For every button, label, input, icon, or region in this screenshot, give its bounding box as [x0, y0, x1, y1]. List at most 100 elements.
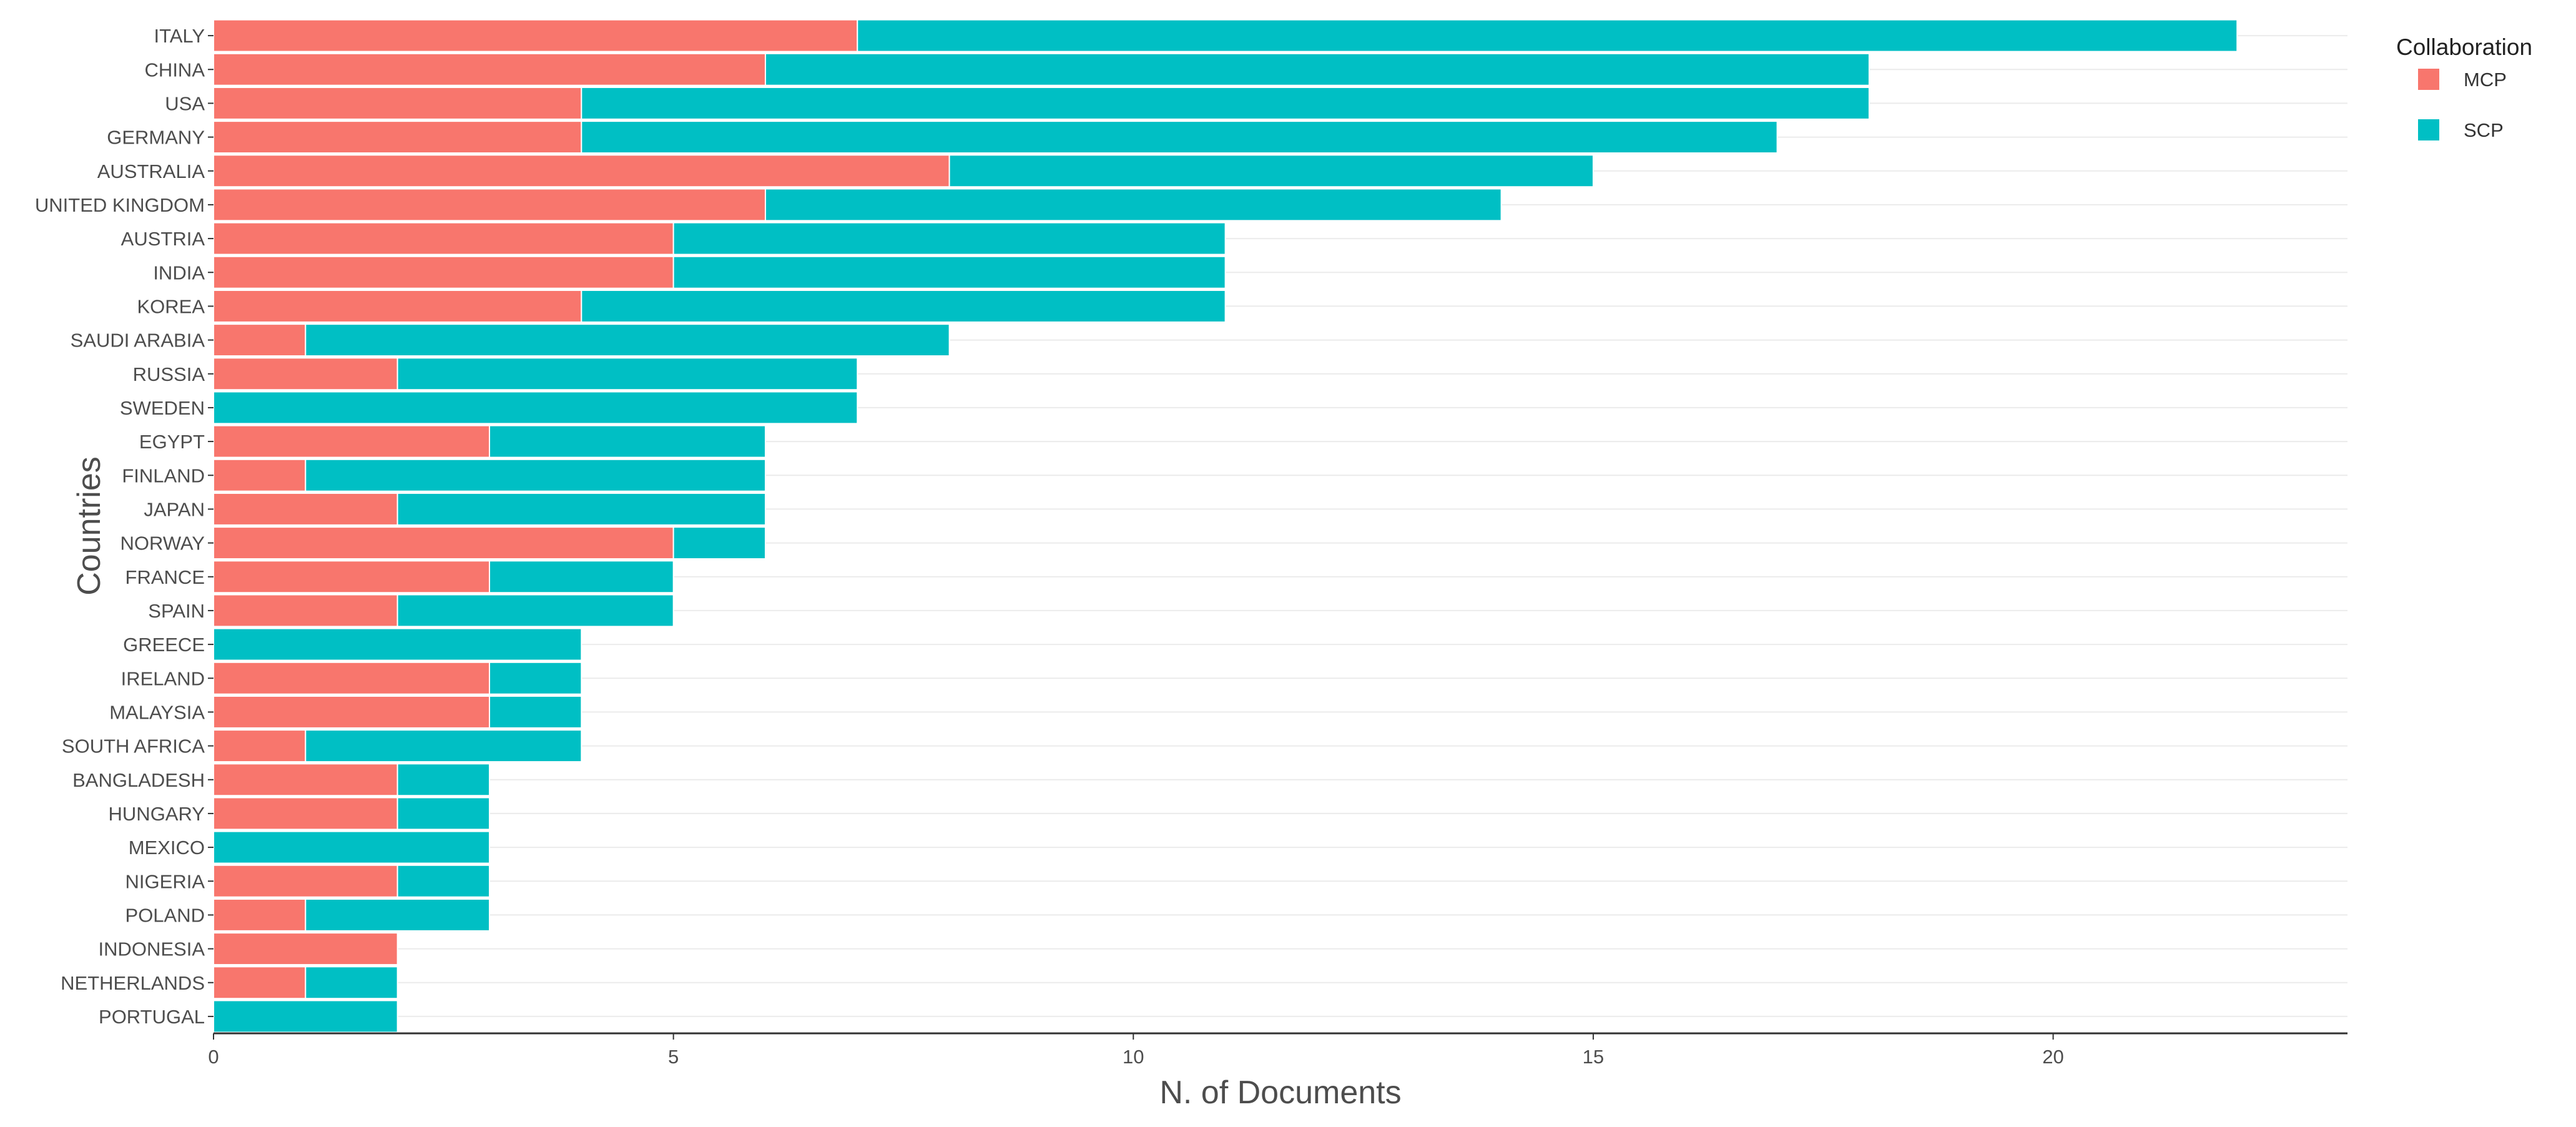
bar-finland-scp [305, 458, 766, 492]
x-tick-label-15: 15 [1583, 1046, 1604, 1068]
legend-label-mcp: MCP [2464, 69, 2507, 91]
bar-egypt-mcp [213, 425, 490, 458]
bar-saudi-arabia-scp [305, 323, 950, 357]
bar-italy-mcp [213, 19, 858, 52]
bar-spain-mcp [213, 594, 398, 627]
y-tick-label-korea: KOREA [137, 295, 205, 317]
y-tick-label-indonesia: INDONESIA [98, 938, 205, 960]
y-tick-label-china: CHINA [145, 59, 205, 81]
axes: ITALY CHINA USA GERMANY AUSTRALIA UNITED KING… [35, 25, 2347, 1068]
y-tick-label-malaysia: MALAYSIA [109, 701, 205, 723]
bar-malaysia-scp [488, 695, 583, 729]
y-tick-label-hungary: HUNGARY [109, 803, 205, 825]
bar-austria-mcp [213, 222, 674, 255]
y-tick-label-austria: AUSTRIA [121, 228, 205, 250]
legend-label-scp: SCP [2464, 119, 2504, 141]
y-tick-label-egypt: EGYPT [139, 431, 205, 453]
x-tick-label-10: 10 [1123, 1046, 1144, 1068]
bar-france-scp [488, 560, 674, 594]
bar-united-kingdom-mcp [213, 188, 766, 222]
bar-australia-mcp [213, 154, 950, 188]
y-tick-label-portugal: PORTUGAL [99, 1006, 205, 1028]
y-tick-label-spain: SPAIN [148, 600, 205, 622]
y-tick-label-bangladesh: BANGLADESH [72, 769, 205, 791]
bar-south-africa-mcp [213, 729, 307, 763]
bar-spain-scp [396, 594, 674, 627]
bar-indonesia-mcp [213, 932, 398, 966]
bar-portugal-scp [213, 1000, 398, 1033]
x-tick-label-20: 20 [2042, 1046, 2063, 1068]
bar-ireland-mcp [213, 661, 490, 695]
bar-japan-scp [396, 492, 766, 526]
y-tick-label-mexico: MEXICO [129, 837, 205, 859]
bar-nigeria-scp [396, 864, 490, 898]
bar-netherlands-mcp [213, 966, 307, 1000]
y-tick-label-south-africa: SOUTH AFRICA [62, 736, 205, 757]
bar-hungary-scp [396, 797, 490, 830]
bar-egypt-scp [488, 425, 766, 458]
y-tick-label-usa: USA [165, 92, 205, 114]
bar-india-mcp [213, 255, 674, 289]
bar-norway-mcp [213, 526, 674, 560]
bar-netherlands-scp [305, 966, 398, 1000]
bar-france-mcp [213, 560, 490, 594]
bar-finland-mcp [213, 458, 307, 492]
x-axis-title: N. of Documents [1159, 1075, 1401, 1111]
bar-usa-scp [581, 86, 1870, 120]
bar-australia-scp [948, 154, 1594, 188]
y-tick-label-united-kingdom: UNITED KINGDOM [35, 194, 205, 216]
legend-swatch-mcp [2418, 69, 2439, 90]
y-tick-label-russia: RUSSIA [133, 363, 205, 385]
legend-title: Collaboration [2396, 34, 2532, 60]
bar-nigeria-mcp [213, 864, 398, 898]
bar-bangladesh-scp [396, 763, 490, 797]
bar-russia-mcp [213, 357, 398, 391]
y-tick-label-poland: POLAND [125, 904, 205, 926]
bar-bangladesh-mcp [213, 763, 398, 797]
bar-norway-scp [672, 526, 766, 560]
bar-china-scp [764, 52, 1870, 86]
bar-germany-scp [581, 121, 1778, 154]
y-tick-label-finland: FINLAND [122, 465, 205, 486]
bar-poland-mcp [213, 898, 307, 932]
y-axis-title: Countries [71, 456, 107, 596]
y-tick-label-greece: GREECE [123, 634, 205, 656]
legend: Collaboration MCP SCP [2396, 34, 2532, 141]
y-tick-label-france: FRANCE [125, 566, 205, 588]
y-tick-label-india: INDIA [153, 262, 205, 283]
bar-saudi-arabia-mcp [213, 323, 307, 357]
y-tick-label-sweden: SWEDEN [120, 397, 205, 419]
y-tick-label-japan: JAPAN [144, 498, 205, 520]
y-tick-label-nigeria: NIGERIA [125, 870, 205, 892]
bar-russia-scp [396, 357, 858, 391]
bar-italy-scp [857, 19, 2238, 52]
y-tick-label-germany: GERMANY [107, 127, 205, 149]
bar-usa-mcp [213, 86, 583, 120]
bar-sweden-scp [213, 391, 858, 425]
bar-korea-mcp [213, 289, 583, 323]
bar-austria-scp [672, 222, 1226, 255]
bar-india-scp [672, 255, 1226, 289]
bar-poland-scp [305, 898, 490, 932]
bar-united-kingdom-scp [764, 188, 1502, 222]
bars [213, 19, 2238, 1033]
bar-hungary-mcp [213, 797, 398, 830]
bar-japan-mcp [213, 492, 398, 526]
legend-swatch-scp [2418, 119, 2439, 140]
y-tick-label-italy: ITALY [154, 25, 205, 47]
y-tick-label-norway: NORWAY [120, 533, 205, 554]
bar-ireland-scp [488, 661, 583, 695]
y-tick-label-australia: AUSTRALIA [97, 160, 205, 182]
bar-germany-mcp [213, 121, 583, 154]
y-tick-label-netherlands: NETHERLANDS [61, 972, 205, 994]
y-tick-label-ireland: IRELAND [121, 667, 205, 689]
bar-mexico-scp [213, 830, 490, 864]
y-tick-label-saudi-arabia: SAUDI ARABIA [71, 330, 205, 352]
bar-malaysia-mcp [213, 695, 490, 729]
x-tick-label-5: 5 [668, 1046, 679, 1068]
bar-china-mcp [213, 52, 766, 86]
x-tick-label-0: 0 [208, 1046, 219, 1068]
bar-south-africa-scp [305, 729, 583, 763]
bar-greece-scp [213, 627, 583, 661]
